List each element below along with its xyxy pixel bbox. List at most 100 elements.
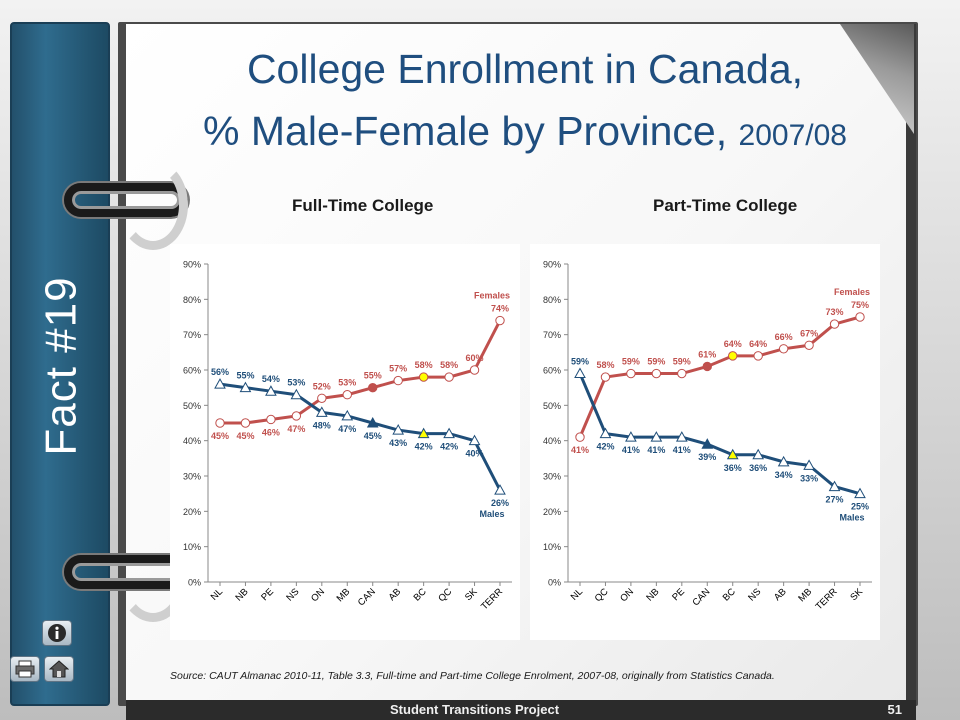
series-end-label: Males (479, 509, 504, 519)
x-tick-label: ON (618, 586, 636, 604)
data-point-male (265, 385, 277, 396)
data-point-female (677, 368, 687, 379)
data-label: 59% (622, 357, 640, 367)
data-point-female (368, 382, 378, 393)
data-label: 45% (364, 431, 382, 441)
title-year: 2007/08 (738, 119, 847, 152)
data-label: 41% (673, 445, 691, 455)
y-tick-label: 50% (183, 401, 201, 411)
data-point-male (675, 431, 688, 442)
data-label: 57% (389, 364, 407, 374)
data-label: 58% (596, 360, 614, 370)
data-point-female (495, 315, 505, 326)
data-label: 47% (338, 424, 356, 434)
y-tick-label: 40% (543, 436, 561, 446)
x-tick-label: AB (772, 586, 789, 603)
footer-project: Student Transitions Project (390, 702, 560, 717)
y-tick-label: 60% (183, 366, 201, 376)
x-tick-label: NS (746, 586, 763, 603)
x-tick-label: NS (284, 586, 301, 603)
data-label: 33% (800, 473, 818, 483)
data-label: 41% (622, 445, 640, 455)
data-point-male (341, 409, 354, 421)
y-tick-label: 40% (183, 436, 201, 446)
data-point-female (266, 414, 276, 425)
chart-title-full-time: Full-Time College (292, 196, 434, 215)
x-tick-label: PE (670, 586, 687, 603)
data-label: 58% (415, 360, 433, 370)
series-line-males (219, 382, 502, 491)
data-point-female (651, 368, 662, 379)
data-label: 43% (389, 438, 407, 448)
data-point-female (753, 351, 763, 361)
data-label: 59% (673, 357, 691, 367)
data-label: 56% (211, 367, 229, 377)
data-point-female (393, 375, 403, 386)
data-label: 26% (491, 498, 509, 508)
data-label: 48% (313, 420, 331, 430)
y-tick-label: 30% (183, 472, 201, 482)
y-tick-label: 10% (183, 542, 201, 552)
x-tick-label: QC (436, 586, 454, 604)
data-label: 59% (647, 357, 665, 367)
chart-part-time-svg: 0% 10% 20% 30% 40% 50% 60% 70% 80% 90% NL QC ON NB PE C… (543, 260, 872, 612)
data-label: 64% (749, 339, 767, 349)
data-point-male (239, 381, 252, 393)
footer-page-number: 51 (887, 702, 902, 717)
data-label: 36% (724, 463, 742, 473)
data-label: 27% (826, 495, 844, 505)
data-point-female (215, 418, 225, 428)
x-tick-label: CAN (356, 586, 378, 608)
chart-full-time-svg: 0% 10% 20% 30% 40% 50% 60% 70% 80% 90% NL NB PE NS ON M… (183, 260, 512, 612)
data-point-male (574, 367, 586, 379)
slide-title-line1: College Enrollment in Canada, (246, 46, 804, 92)
chart-title-part-time: Part-Time College (653, 196, 798, 215)
x-tick-label: NL (569, 586, 585, 602)
data-point-male (392, 424, 405, 435)
data-point-male (290, 388, 303, 400)
data-label: 40% (466, 449, 484, 459)
x-tick-label: ON (309, 586, 327, 604)
data-point-female (855, 312, 865, 322)
data-label: 34% (775, 470, 793, 480)
home-icon[interactable] (44, 656, 74, 682)
series-end-label: Females (834, 287, 870, 297)
series-line-females (220, 319, 502, 425)
x-tick-label: TERR (814, 586, 840, 612)
x-tick-label: PE (259, 586, 276, 603)
x-tick-label: CAN (690, 586, 712, 608)
data-label: 53% (338, 378, 356, 388)
data-point-female (600, 372, 611, 382)
data-label: 66% (775, 332, 793, 342)
y-tick-label: 50% (543, 401, 561, 411)
data-label: 25% (851, 502, 869, 512)
data-point-female (626, 368, 636, 379)
x-tick-label: BC (412, 586, 429, 603)
data-point-male (315, 406, 328, 417)
data-point-female (240, 418, 251, 428)
data-label: 60% (466, 353, 484, 363)
data-label: 54% (262, 374, 280, 384)
data-point-female (829, 319, 840, 329)
x-tick-label: BC (721, 586, 738, 603)
y-tick-label: 0% (548, 578, 561, 588)
data-point-female (291, 411, 302, 421)
data-label: 47% (287, 424, 305, 434)
y-tick-label: 80% (543, 295, 561, 305)
y-tick-label: 20% (543, 507, 561, 517)
data-label: 41% (647, 445, 665, 455)
y-tick-label: 20% (183, 507, 201, 517)
data-point-female (804, 340, 814, 350)
data-label: 52% (313, 381, 331, 391)
binder-spine: Fact #19 (10, 22, 110, 706)
x-tick-label: NB (644, 586, 661, 603)
series-end-label: Males (839, 513, 864, 523)
data-label: 42% (440, 442, 458, 452)
data-label: 45% (211, 431, 229, 441)
info-icon[interactable] (42, 620, 72, 646)
data-label: 59% (571, 357, 589, 367)
print-icon[interactable] (10, 656, 40, 682)
data-label: 42% (596, 442, 614, 452)
data-label: 67% (800, 328, 818, 338)
data-point-female (469, 365, 480, 375)
